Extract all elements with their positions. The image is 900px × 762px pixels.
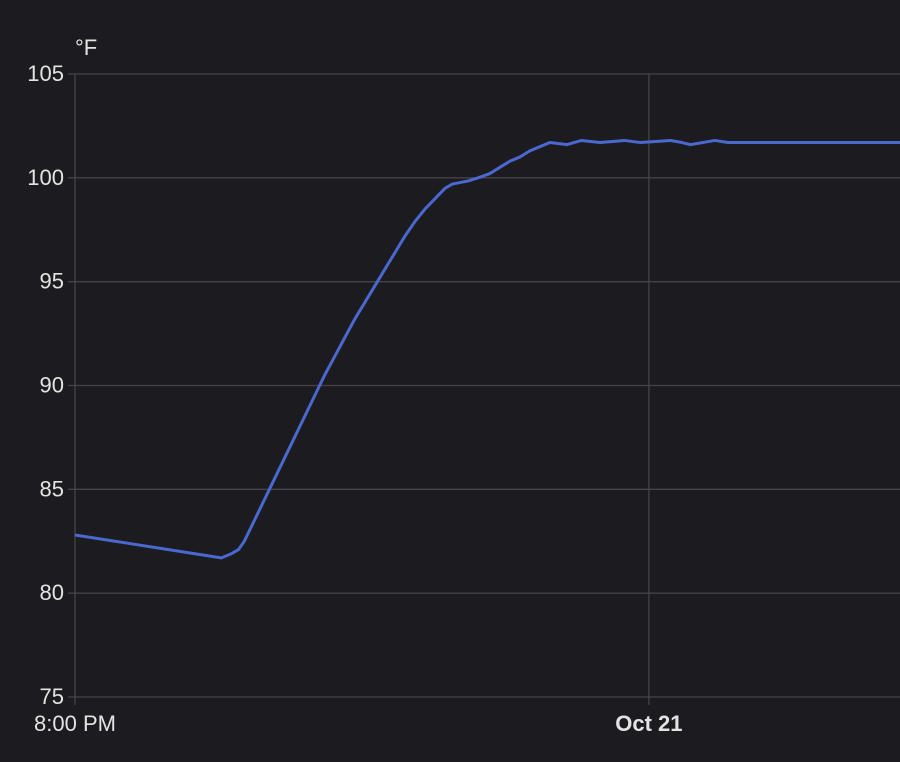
y-tick-label: 85 xyxy=(40,476,64,501)
x-tick-label: 8:00 PM xyxy=(34,711,116,736)
y-tick-label: 95 xyxy=(40,269,64,294)
y-tick-label: 75 xyxy=(40,684,64,709)
x-tick-label: Oct 21 xyxy=(615,711,682,736)
y-tick-label: 80 xyxy=(40,580,64,605)
y-tick-label: 90 xyxy=(40,373,64,398)
y-axis-unit: °F xyxy=(75,35,97,60)
data-line xyxy=(74,138,900,560)
y-tick-label: 100 xyxy=(27,165,64,190)
y-tick-label: 105 xyxy=(27,61,64,86)
